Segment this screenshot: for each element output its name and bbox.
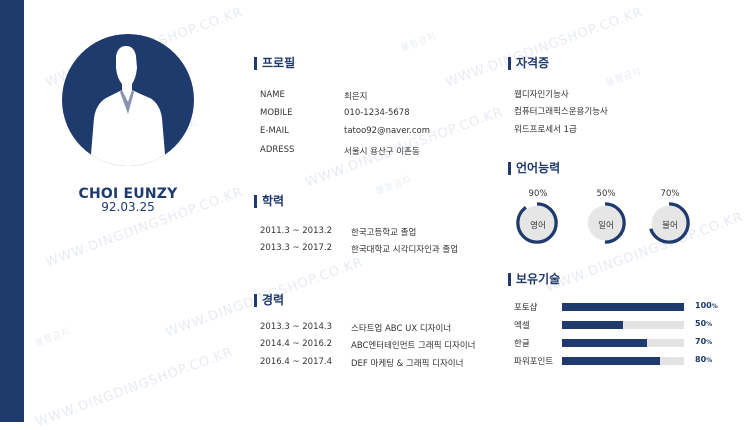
section-title-education: 학력 [254, 195, 284, 208]
career-desc: DEF 마케팅 & 그래픽 디자이너 [351, 359, 464, 369]
skill-percent-unit: % [706, 339, 713, 346]
certification-item: 웹디자인기능사 [514, 90, 569, 100]
profile-value-email: tatoo92@naver.com [344, 126, 431, 136]
language-ring-fill [519, 205, 555, 241]
skill-name: 엑셀 [514, 321, 530, 331]
education-period: 2011.3 ~ 2013.2 [260, 226, 333, 236]
skill-percent-value: 80 [695, 355, 707, 364]
sidebar-bar [0, 0, 24, 422]
skill-name: 파워포인트 [514, 357, 554, 367]
career-period: 2013.3 ~ 2014.3 [260, 322, 333, 332]
watermark: WWW.DINGDINGSHOP.CO.KR [33, 344, 236, 430]
skill-bar-fill [562, 357, 660, 365]
skill-percent: 80% [695, 355, 712, 364]
profile-label-name: NAME [260, 90, 285, 100]
skill-bar-track [562, 357, 684, 365]
skill-bar-fill [562, 321, 623, 329]
career-period: 2014.4 ~ 2016.2 [260, 339, 333, 349]
skill-percent-unit: % [711, 303, 718, 310]
skill-bar-track [562, 303, 684, 311]
skill-bar-fill [562, 339, 648, 347]
language-percent: 50% [596, 189, 616, 199]
profile-value-address: 서울시 용산구 이촌동 [344, 147, 420, 157]
certification-item: 워드프로세서 1급 [514, 125, 577, 135]
section-title-languages: 언어능력 [508, 162, 560, 175]
watermark-notice: 불펌금지 [604, 66, 644, 89]
profile-value-name: 최은지 [344, 92, 368, 102]
profile-label-email: E-MAIL [260, 126, 289, 136]
skill-percent-unit: % [706, 357, 713, 364]
skill-percent-value: 70 [695, 337, 707, 346]
section-title-career: 경력 [254, 294, 284, 307]
skill-percent: 100% [695, 301, 718, 310]
profile-avatar [62, 34, 194, 166]
skill-bar-track [562, 321, 684, 329]
career-desc: ABC엔터테인먼트 그래픽 디자이너 [351, 341, 476, 351]
skill-name: 포토샵 [514, 303, 538, 313]
skill-percent-value: 100 [695, 301, 712, 310]
skill-bar-fill [562, 303, 684, 311]
language-name: 영어 [530, 221, 546, 231]
profile-dob: 92.03.25 [101, 200, 155, 214]
skill-name: 한글 [514, 339, 530, 349]
section-title-skills: 보유기술 [508, 273, 560, 286]
education-period: 2013.3 ~ 2017.2 [260, 243, 333, 253]
person-silhouette-icon [90, 46, 166, 166]
career-period: 2016.4 ~ 2017.4 [260, 357, 333, 367]
career-desc: 스타트업 ABC UX 디자이너 [351, 324, 452, 334]
skill-bar-track [562, 339, 684, 347]
language-ring [648, 202, 690, 244]
language-ring-arc [584, 202, 626, 244]
profile-name: CHOI EUNZY [78, 186, 178, 202]
section-title-certifications: 자격증 [508, 57, 549, 70]
language-ring [584, 202, 626, 244]
language-ring-fill [587, 205, 623, 241]
profile-label-address: ADRESS [260, 145, 295, 155]
language-name: 불어 [662, 221, 678, 231]
watermark-notice: 불펌금지 [374, 174, 414, 197]
language-percent: 70% [660, 189, 680, 199]
language-ring-arc [516, 202, 558, 244]
language-name: 일어 [598, 221, 614, 231]
certification-item: 컴퓨터그래픽스운용기능사 [514, 107, 608, 117]
watermark: WWW.DINGDINGSHOP.CO.KR [543, 209, 746, 296]
skill-percent-value: 50 [695, 319, 707, 328]
language-ring-fill [651, 205, 687, 241]
profile-value-mobile: 010-1234-5678 [344, 108, 410, 118]
skill-percent-unit: % [706, 321, 713, 328]
language-ring [516, 202, 558, 244]
watermark-notice: 불펌금지 [33, 326, 73, 349]
education-desc: 한국고등학교 졸업 [351, 228, 417, 238]
skill-percent: 50% [695, 319, 712, 328]
profile-label-mobile: MOBILE [260, 108, 293, 118]
section-title-profile: 프로필 [254, 57, 295, 70]
watermark: WWW.DINGDINGSHOP.CO.KR [443, 4, 646, 91]
language-ring-arc [648, 202, 690, 244]
watermark-notice: 불펌금지 [399, 31, 439, 54]
skill-percent: 70% [695, 337, 712, 346]
education-desc: 한국대학교 시각디자인과 졸업 [351, 245, 459, 255]
language-percent: 90% [528, 189, 548, 199]
